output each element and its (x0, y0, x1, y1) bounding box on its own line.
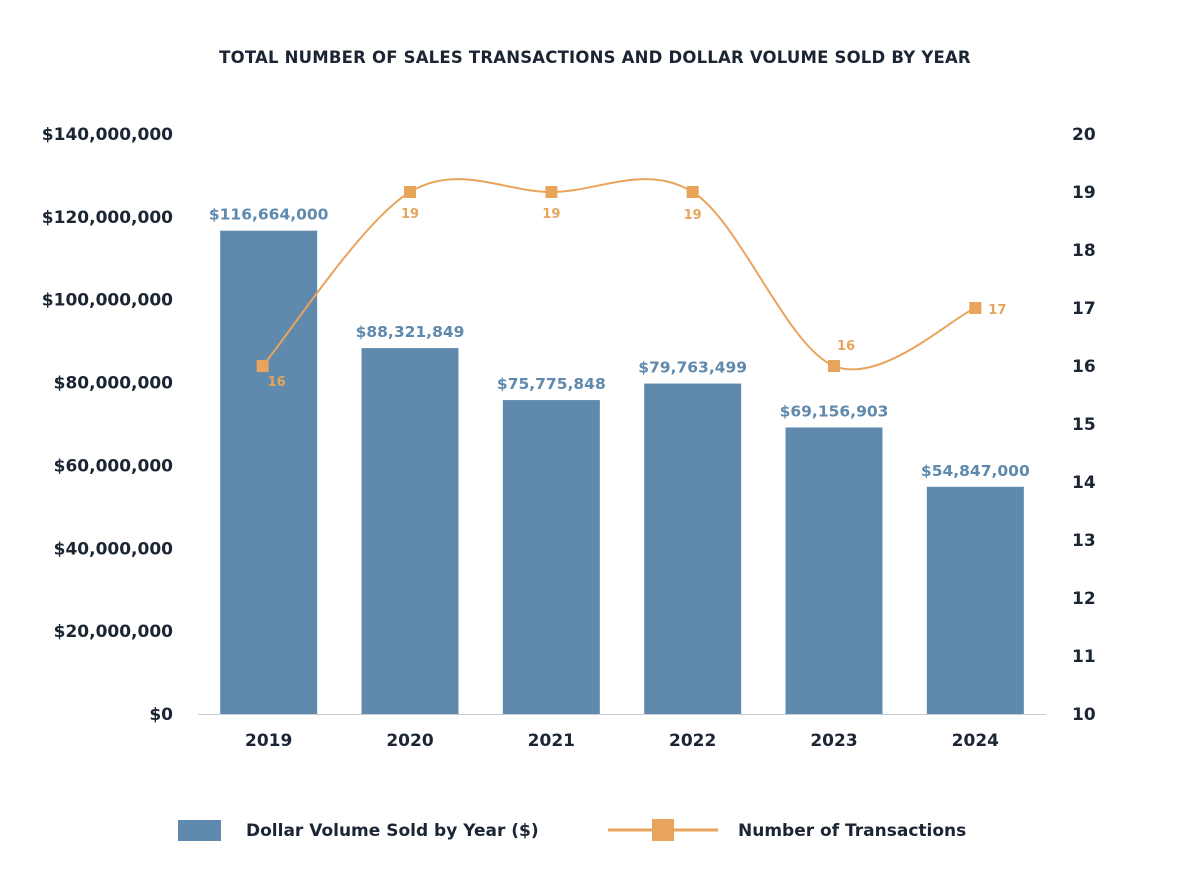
bar-data-label: $54,847,000 (921, 462, 1030, 480)
x-tick-label: 2022 (669, 731, 716, 751)
bar (220, 230, 318, 714)
y-right-tick-label: 11 (1072, 647, 1096, 667)
transaction-data-label: 16 (268, 375, 286, 390)
y-left-tick-label: $100,000,000 (42, 291, 173, 311)
y-left-tick-label: $80,000,000 (54, 374, 174, 394)
y-left-tick-label: $20,000,000 (54, 622, 174, 642)
bar (926, 486, 1024, 714)
transaction-marker (969, 302, 982, 314)
bar (361, 348, 459, 714)
y-right-tick-label: 20 (1072, 125, 1096, 145)
y-left-tick-label: $60,000,000 (54, 456, 174, 476)
transaction-data-label: 19 (684, 208, 702, 223)
chart-title: TOTAL NUMBER OF SALES TRANSACTIONS AND D… (219, 48, 971, 67)
y-left-tick-label: $120,000,000 (42, 208, 173, 228)
x-tick-label: 2024 (952, 731, 999, 751)
transaction-marker (256, 360, 269, 372)
bar (785, 427, 883, 714)
y-left-tick-label: $0 (149, 705, 173, 725)
bar-data-label: $69,156,903 (780, 402, 889, 420)
bar-data-label: $116,664,000 (209, 206, 329, 224)
y-right-tick-label: 13 (1072, 531, 1096, 551)
y-left-tick-label: $140,000,000 (42, 125, 173, 145)
bar-data-label: $79,763,499 (638, 359, 747, 377)
y-right-tick-label: 15 (1072, 415, 1096, 435)
y-right-tick-label: 14 (1072, 473, 1096, 493)
transaction-marker (686, 186, 699, 198)
y-left-tick-label: $40,000,000 (54, 539, 174, 559)
x-tick-label: 2021 (528, 731, 575, 751)
y-right-tick-label: 16 (1072, 357, 1096, 377)
legend-bar-swatch (178, 820, 221, 841)
y-right-tick-label: 12 (1072, 589, 1096, 609)
bar-data-label: $88,321,849 (356, 323, 465, 341)
transaction-marker (545, 186, 558, 198)
legend-bar-label: Dollar Volume Sold by Year ($) (246, 821, 539, 841)
transaction-data-label: 19 (401, 207, 419, 222)
bar-data-label: $75,775,848 (497, 375, 606, 393)
y-right-tick-label: 19 (1072, 183, 1096, 203)
legend-line-label: Number of Transactions (738, 821, 966, 841)
y-right-tick-label: 10 (1072, 705, 1096, 725)
transaction-marker (828, 360, 840, 372)
legend-line-marker (652, 819, 674, 841)
bar (502, 400, 600, 714)
transaction-data-label: 17 (988, 303, 1006, 318)
y-right-tick-label: 18 (1072, 241, 1096, 261)
transaction-data-label: 19 (542, 207, 560, 222)
transaction-marker (404, 186, 416, 198)
x-tick-label: 2020 (386, 731, 433, 751)
y-right-tick-label: 17 (1072, 299, 1096, 319)
x-tick-label: 2023 (810, 731, 857, 751)
x-tick-label: 2019 (245, 731, 292, 751)
transactions-line (261, 178, 976, 371)
transaction-data-label: 16 (837, 339, 855, 354)
bar (644, 383, 742, 714)
